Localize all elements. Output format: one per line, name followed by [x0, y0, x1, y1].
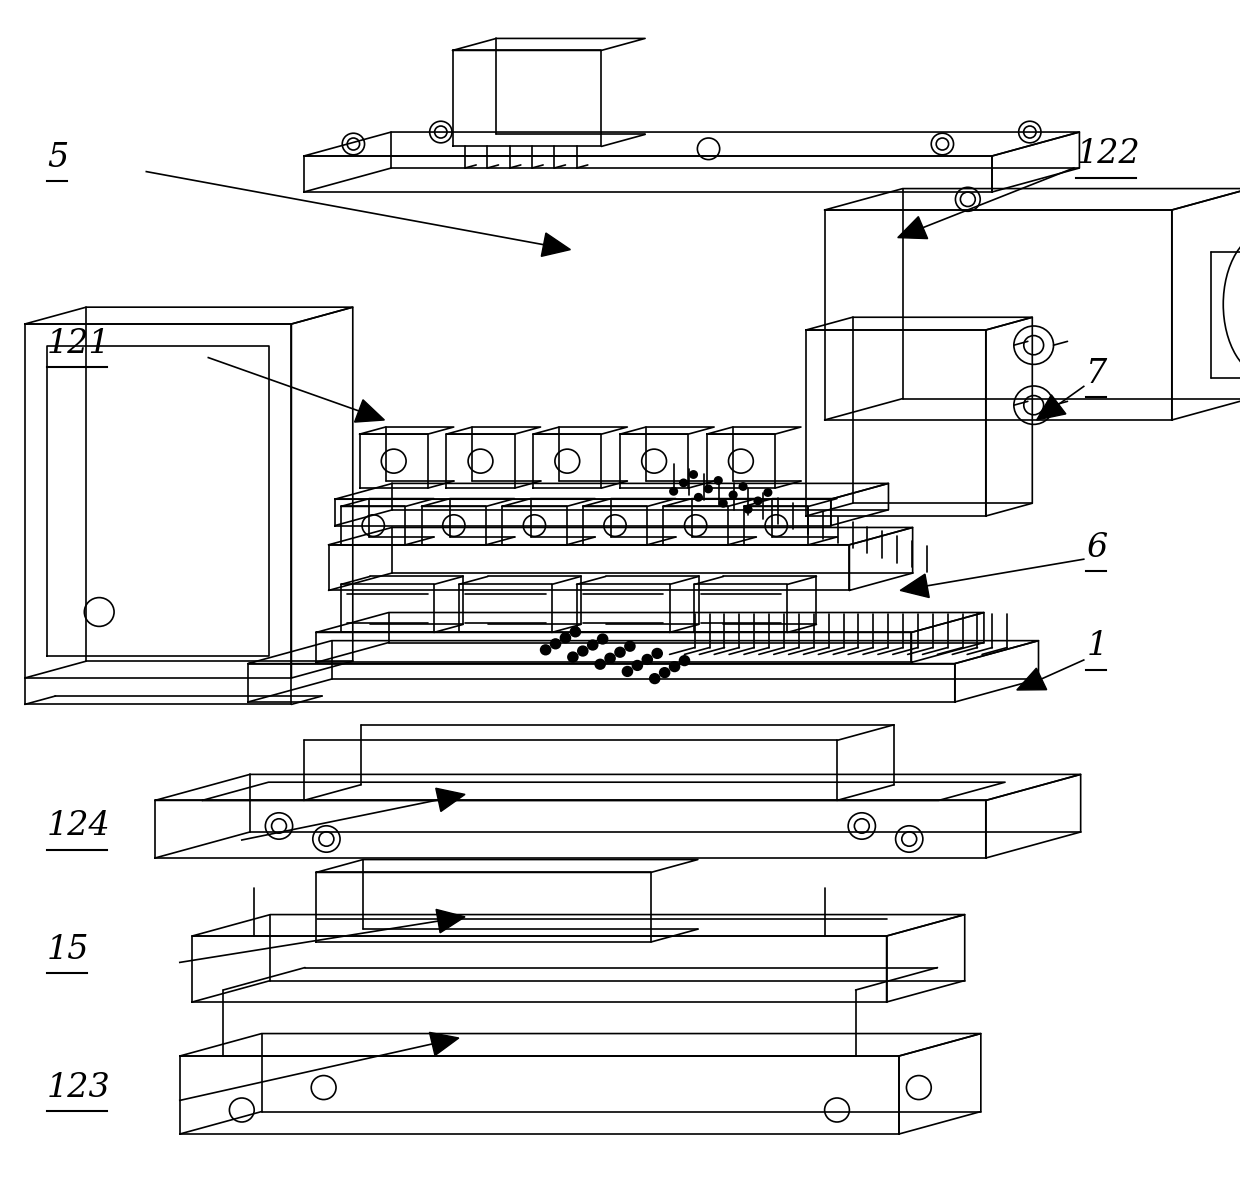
Circle shape: [704, 485, 712, 492]
Text: 7: 7: [1086, 358, 1107, 390]
Circle shape: [680, 656, 689, 666]
Circle shape: [729, 491, 737, 498]
Circle shape: [719, 499, 727, 506]
Circle shape: [689, 470, 697, 478]
Circle shape: [560, 634, 570, 643]
Circle shape: [764, 488, 771, 496]
Circle shape: [570, 628, 580, 637]
Text: 124: 124: [47, 810, 110, 842]
Polygon shape: [898, 217, 928, 239]
Circle shape: [652, 649, 662, 659]
Text: 15: 15: [47, 934, 89, 966]
Polygon shape: [435, 788, 465, 811]
Text: 123: 123: [47, 1072, 110, 1104]
Polygon shape: [1017, 668, 1047, 690]
Polygon shape: [355, 400, 384, 422]
Text: 122: 122: [1076, 138, 1140, 170]
Circle shape: [670, 487, 677, 494]
Circle shape: [625, 642, 635, 652]
Circle shape: [595, 660, 605, 670]
Circle shape: [739, 482, 746, 490]
Circle shape: [680, 479, 687, 486]
Circle shape: [588, 641, 598, 650]
Circle shape: [598, 635, 608, 644]
Polygon shape: [1037, 395, 1066, 420]
Circle shape: [670, 662, 680, 672]
Polygon shape: [436, 910, 465, 932]
Circle shape: [615, 648, 625, 658]
Circle shape: [541, 646, 551, 655]
Polygon shape: [900, 574, 929, 598]
Text: 6: 6: [1086, 532, 1107, 564]
Circle shape: [642, 655, 652, 665]
Circle shape: [578, 647, 588, 656]
Circle shape: [744, 505, 751, 512]
Circle shape: [622, 667, 632, 677]
Circle shape: [694, 493, 702, 500]
Text: 121: 121: [47, 328, 110, 360]
Circle shape: [650, 674, 660, 684]
Circle shape: [714, 476, 722, 484]
Circle shape: [551, 640, 560, 649]
Circle shape: [660, 668, 670, 678]
Circle shape: [754, 497, 761, 504]
Polygon shape: [542, 233, 570, 257]
Text: 1: 1: [1086, 630, 1107, 662]
Circle shape: [632, 661, 642, 671]
Circle shape: [568, 653, 578, 662]
Polygon shape: [429, 1032, 459, 1056]
Circle shape: [605, 654, 615, 664]
Text: 5: 5: [47, 142, 68, 174]
